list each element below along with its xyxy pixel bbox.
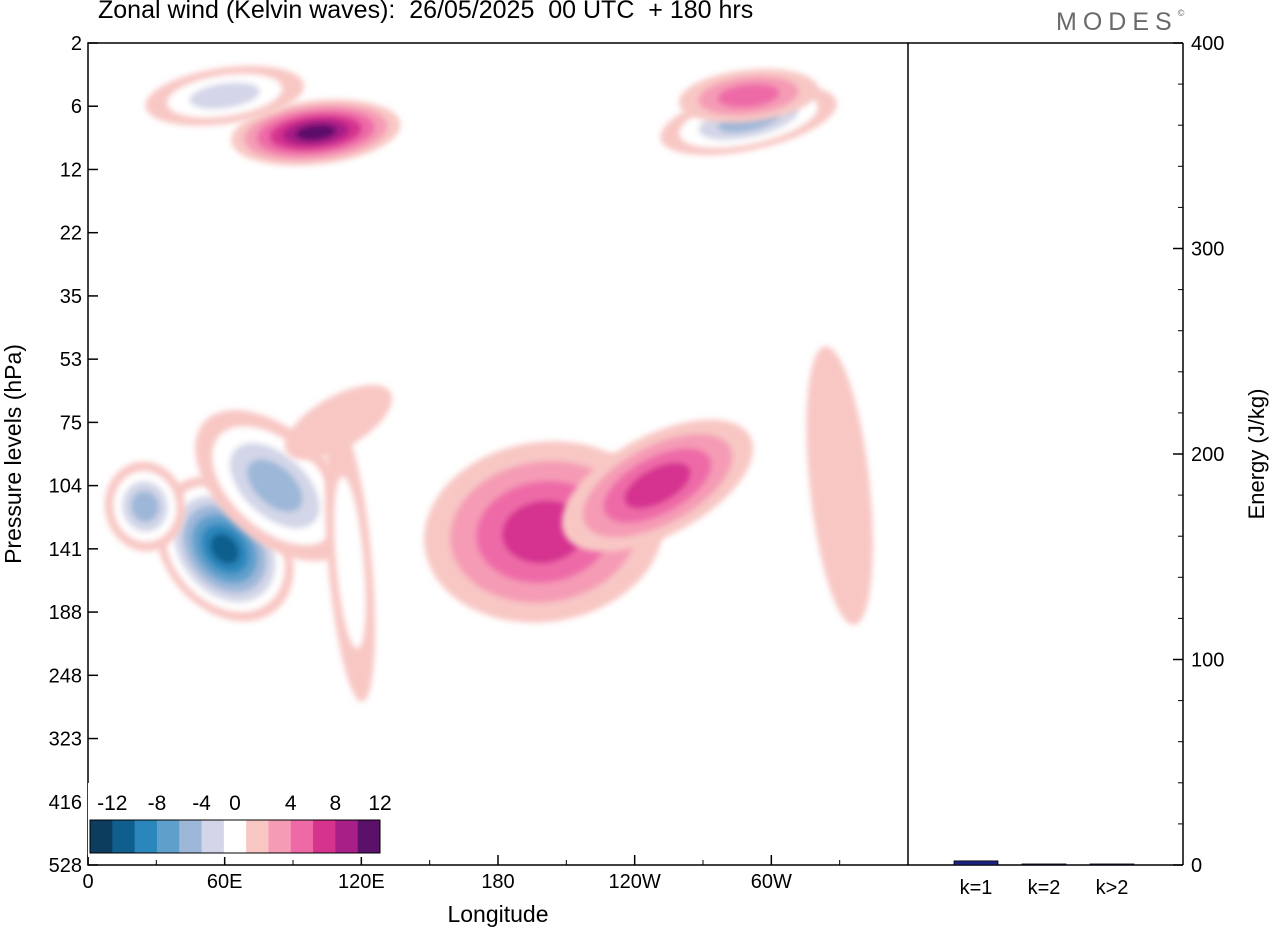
wind-feature: [145, 65, 304, 126]
colorbar-swatch: [290, 820, 314, 853]
y-tick-label: 528: [49, 855, 82, 877]
y-tick-label: 75: [60, 412, 82, 434]
energy-category-label: k=1: [960, 877, 993, 899]
colorbar-label: 4: [285, 792, 297, 815]
colorbar-swatch: [90, 820, 113, 853]
x-tick-label: 60E: [207, 871, 243, 893]
y-tick-label: 323: [49, 729, 82, 751]
contour-level: [189, 82, 260, 110]
colorbar-frame: [89, 819, 381, 854]
energy-tick-label: 300: [1191, 239, 1224, 261]
energy-tick-label: 100: [1191, 650, 1224, 672]
x-tick-label: 60W: [751, 871, 792, 893]
colorbar-swatch: [223, 820, 247, 853]
colorbar-label: -4: [192, 792, 211, 815]
colorbar-label: -8: [148, 792, 167, 815]
contour-level: [247, 459, 303, 512]
energy-tick-label: 200: [1191, 444, 1224, 466]
colorbar-label: 0: [229, 792, 241, 815]
energy-category-label: k=2: [1028, 877, 1061, 899]
y-tick-label: 12: [60, 159, 82, 181]
logo-mark: ©: [1177, 8, 1185, 18]
contour-level: [130, 490, 159, 523]
colorbar-swatch: [134, 820, 158, 853]
energy-tick-label: 0: [1191, 855, 1202, 877]
wind-feature: [231, 99, 401, 166]
colorbar-swatch: [156, 820, 180, 853]
contour-level: [806, 346, 873, 625]
contour-level: [284, 384, 393, 460]
energy-axis-label: Energy (J/kg): [1244, 389, 1269, 520]
wind-feature: [284, 384, 393, 460]
colorbar-swatch: [313, 820, 336, 853]
wind-feature: [678, 68, 819, 123]
heatmap-field: [104, 65, 873, 702]
y-axis-label: Pressure levels (hPa): [0, 344, 26, 564]
contour-level: [717, 83, 780, 108]
energy-bar: [1089, 863, 1135, 866]
energy-bar: [953, 860, 999, 866]
logo-text: MODES: [1056, 8, 1178, 36]
colorbar-swatch: [335, 820, 359, 853]
y-tick-label: 35: [60, 286, 82, 308]
x-axis-label: Longitude: [447, 901, 548, 927]
y-tick-label: 248: [49, 665, 82, 687]
colorbar-swatch: [179, 820, 203, 853]
colorbar-swatch: [201, 820, 225, 853]
y-tick-label: 141: [49, 539, 82, 561]
x-tick-label: 120W: [609, 871, 661, 893]
energy-bar-chart: 0 100 200 300 400 k=1 k=2 k>2 Energy (J/kg): [908, 33, 1269, 899]
wind-feature: [561, 419, 754, 552]
chart-title: Zonal wind (Kelvin waves): 26/05/2025 00…: [98, 0, 754, 24]
y-tick-label: 416: [49, 792, 82, 814]
wind-feature: [324, 422, 376, 702]
colorbar-swatch: [112, 820, 136, 853]
colorbar-label: 8: [330, 792, 342, 815]
wind-feature: [806, 346, 873, 625]
y-tick-label: 188: [49, 602, 82, 624]
colorbar-swatch: [268, 820, 292, 853]
y-tick-label: 53: [60, 349, 82, 371]
contour-level: [295, 124, 337, 141]
modes-logo: MODES©: [1056, 8, 1184, 37]
colorbar-swatch: [357, 820, 381, 853]
contour-level: [334, 476, 366, 649]
colorbar: -12 -8 -4 0 4 8 12: [88, 783, 392, 857]
x-tick-label: 180: [481, 871, 514, 893]
contour-level: [210, 533, 240, 565]
y-tick-label: 104: [49, 476, 82, 498]
y-tick-label: 6: [71, 96, 82, 118]
colorbar-swatch: [246, 820, 269, 853]
y-tick-label: 2: [71, 33, 82, 55]
colorbar-label: -12: [97, 792, 127, 815]
x-tick-label: 120E: [338, 871, 385, 893]
contour-level: [624, 462, 691, 509]
energy-tick-label: 400: [1191, 33, 1224, 55]
y-tick-label: 22: [60, 223, 82, 245]
colorbar-label: 12: [368, 792, 391, 815]
wind-feature: [104, 461, 186, 552]
energy-bar: [1021, 863, 1067, 866]
x-tick-label: 0: [82, 871, 93, 893]
energy-category-label: k>2: [1096, 877, 1129, 899]
